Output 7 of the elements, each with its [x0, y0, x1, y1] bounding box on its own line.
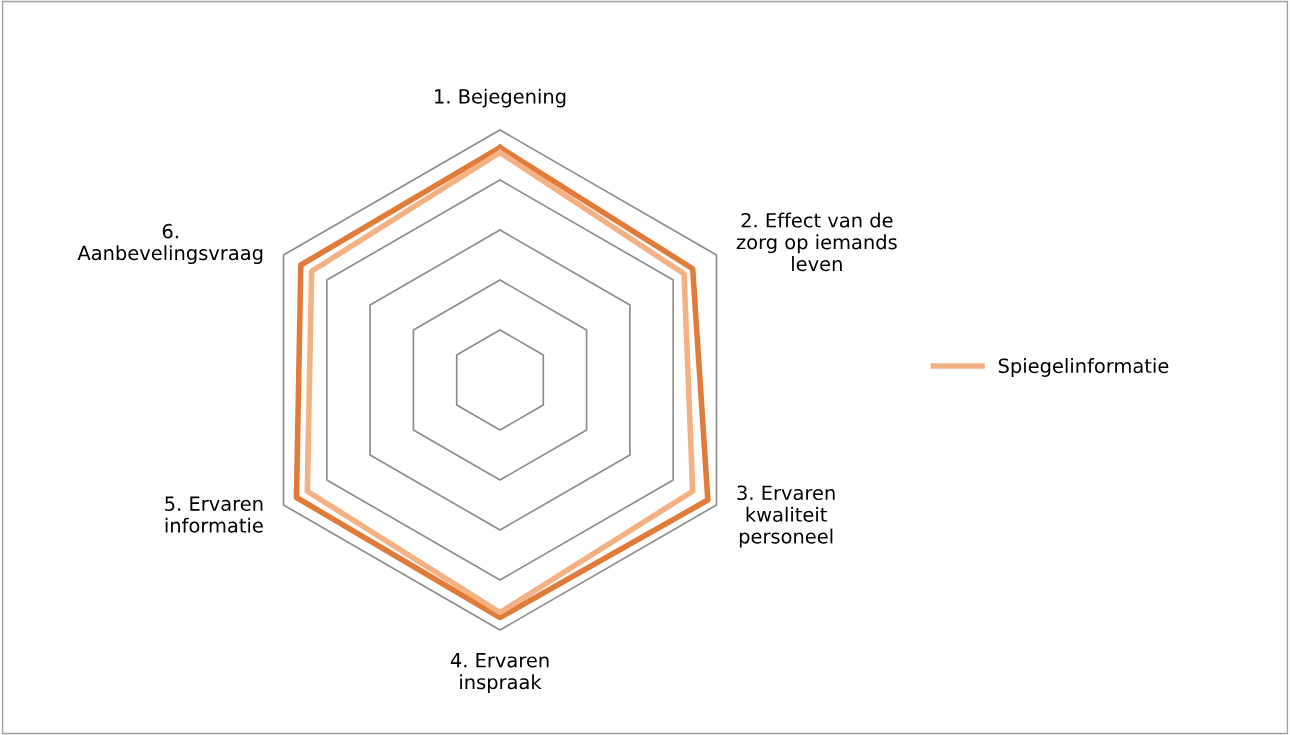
legend-label: Spiegelinformatie — [998, 358, 1169, 377]
spoke-label: 2. Effect van de zorg op iemands leven — [736, 212, 897, 272]
spoke-label: 5. Ervaren informatie — [165, 496, 263, 533]
spoke-label: 6. Aanbevelingsvraag — [77, 223, 263, 265]
spoke-label: 4. Ervaren inspraak — [450, 653, 549, 694]
spoke-label: 3. Ervaren kwaliteit personeel — [737, 485, 835, 548]
spoke-label: 1. Bejegening — [435, 88, 566, 108]
